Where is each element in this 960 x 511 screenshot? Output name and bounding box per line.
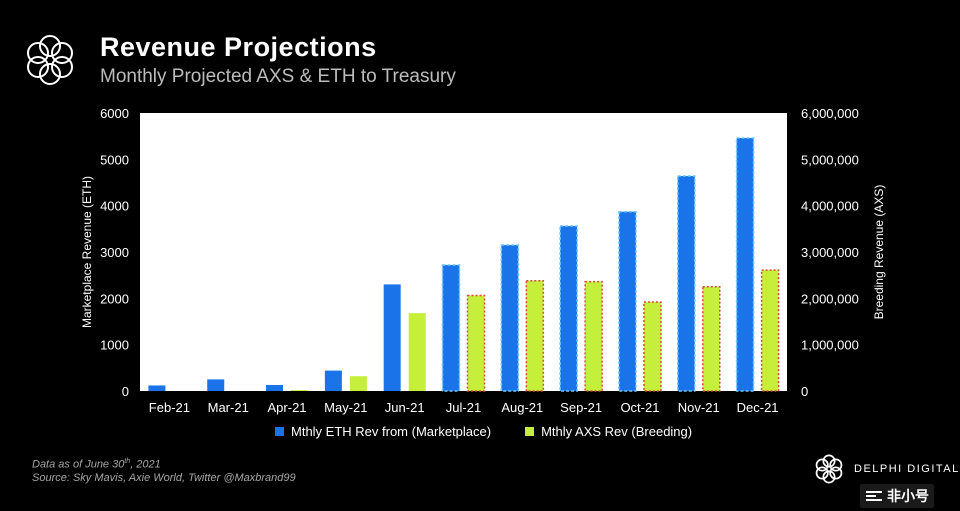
bar-eth-Aug-21: [500, 244, 520, 392]
bar-axs-Jun-21: [408, 313, 426, 391]
bar-axs-Apr-21: [291, 390, 309, 391]
page-subtitle: Monthly Projected AXS & ETH to Treasury: [100, 66, 456, 87]
bar-axs-Dec-21: [760, 269, 780, 392]
y-tick-label-right: 5,000,000: [801, 152, 859, 167]
y-tick-label-left: 0: [122, 384, 129, 399]
x-tick-label: Oct-21: [620, 400, 659, 415]
x-tick-label: Jul-21: [446, 400, 481, 415]
y-tick-label-left: 4000: [100, 199, 129, 214]
x-tick-label: Nov-21: [678, 400, 720, 415]
data-date-note: Data as of June 30th, 2021: [32, 458, 161, 471]
y-tick-label-right: 3,000,000: [801, 245, 859, 260]
y-tick-label-left: 2000: [100, 291, 129, 306]
bar-eth-Apr-21: [266, 384, 284, 391]
x-tick-label: Mar-21: [208, 400, 249, 415]
x-tick-label: Feb-21: [149, 400, 190, 415]
watermark: 非小号: [860, 484, 934, 508]
x-tick-label: Dec-21: [737, 400, 779, 415]
bar-axs-May-21: [349, 376, 367, 391]
y-tick-label-right: 0: [801, 384, 808, 399]
legend-swatch-eth: [275, 427, 284, 436]
y-tick-label-left: 5000: [100, 152, 129, 167]
y-tick-label-left: 6000: [100, 106, 129, 121]
bar-axs-Oct-21: [643, 301, 662, 392]
bar-axs-Jul-21: [466, 294, 486, 392]
y-tick-label-right: 4,000,000: [801, 199, 859, 214]
legend-item-eth: Mthly ETH Rev from (Marketplace): [275, 424, 491, 439]
legend-item-axs: Mthly AXS Rev (Breeding): [525, 424, 692, 439]
bar-eth-Nov-21: [677, 175, 696, 392]
delphi-brand-icon: [815, 454, 843, 484]
y-axis-label-left: Marketplace Revenue (ETH): [80, 176, 94, 328]
delphi-logo-icon: [27, 35, 73, 85]
bar-eth-Jul-21: [441, 264, 461, 392]
x-tick-label: Aug-21: [501, 400, 543, 415]
y-tick-label-right: 2,000,000: [801, 291, 859, 306]
bar-axs-Aug-21: [525, 279, 545, 392]
bar-eth-Mar-21: [207, 379, 225, 391]
bar-eth-Feb-21: [148, 385, 166, 391]
y-tick-label-right: 1,000,000: [801, 338, 859, 353]
y-axis-label-right: Breeding Revenue (AXS): [872, 185, 886, 320]
y-tick-label-left: 3000: [100, 245, 129, 260]
bar-eth-Oct-21: [618, 210, 637, 392]
bar-eth-Jun-21: [383, 284, 401, 391]
x-tick-label: May-21: [324, 400, 367, 415]
source-note: Source: Sky Mavis, Axie World, Twitter @…: [32, 472, 296, 484]
x-tick-label: Jun-21: [385, 400, 425, 415]
x-tick-label: Sep-21: [560, 400, 602, 415]
x-tick-label: Apr-21: [268, 400, 307, 415]
bar-eth-Dec-21: [735, 137, 755, 392]
bar-axs-Nov-21: [702, 286, 721, 392]
page-title: Revenue Projections: [100, 32, 377, 62]
legend-label-axs: Mthly AXS Rev (Breeding): [541, 424, 693, 439]
watermark-icon: [866, 491, 882, 501]
y-tick-label-left: 1000: [100, 338, 129, 353]
chart-legend: Mthly ETH Rev from (Marketplace) Mthly A…: [275, 424, 692, 439]
bar-eth-May-21: [324, 370, 342, 391]
y-tick-label-right: 6,000,000: [801, 106, 859, 121]
legend-swatch-axs: [525, 427, 535, 436]
brand-name: DELPHI DIGITAL: [854, 463, 960, 475]
revenue-chart: Feb-21 Mar-21 Apr-21 May-21 Jun-21 Jul-21 Aug-…: [80, 106, 886, 415]
bar-axs-Sep-21: [584, 280, 603, 392]
legend-label-eth: Mthly ETH Rev from (Marketplace): [291, 424, 492, 439]
watermark-text: 非小号: [887, 488, 929, 504]
brand-logo: DELPHI DIGITAL: [812, 452, 960, 486]
bar-eth-Sep-21: [559, 225, 578, 392]
